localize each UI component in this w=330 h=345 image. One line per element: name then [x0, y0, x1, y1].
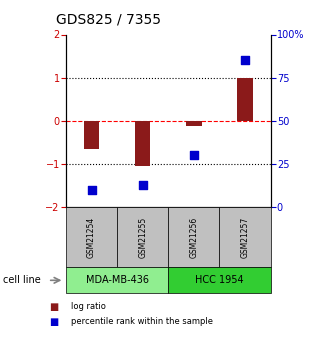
Point	[89, 187, 94, 193]
Text: GSM21256: GSM21256	[189, 217, 198, 258]
Text: HCC 1954: HCC 1954	[195, 275, 244, 285]
Text: GSM21255: GSM21255	[138, 217, 147, 258]
Point	[191, 152, 197, 158]
Text: ■: ■	[50, 317, 59, 327]
Text: ■: ■	[50, 302, 59, 312]
Text: cell line: cell line	[3, 275, 41, 285]
Text: GDS825 / 7355: GDS825 / 7355	[56, 12, 161, 26]
Bar	[237, 78, 253, 121]
Text: GSM21257: GSM21257	[241, 217, 249, 258]
Text: MDA-MB-436: MDA-MB-436	[86, 275, 148, 285]
Text: log ratio: log ratio	[71, 302, 106, 311]
Bar	[84, 121, 99, 149]
Bar	[186, 121, 202, 126]
Point	[140, 182, 146, 187]
Text: GSM21254: GSM21254	[87, 217, 96, 258]
Text: percentile rank within the sample: percentile rank within the sample	[71, 317, 213, 326]
Point	[242, 58, 248, 63]
Bar	[135, 121, 150, 166]
